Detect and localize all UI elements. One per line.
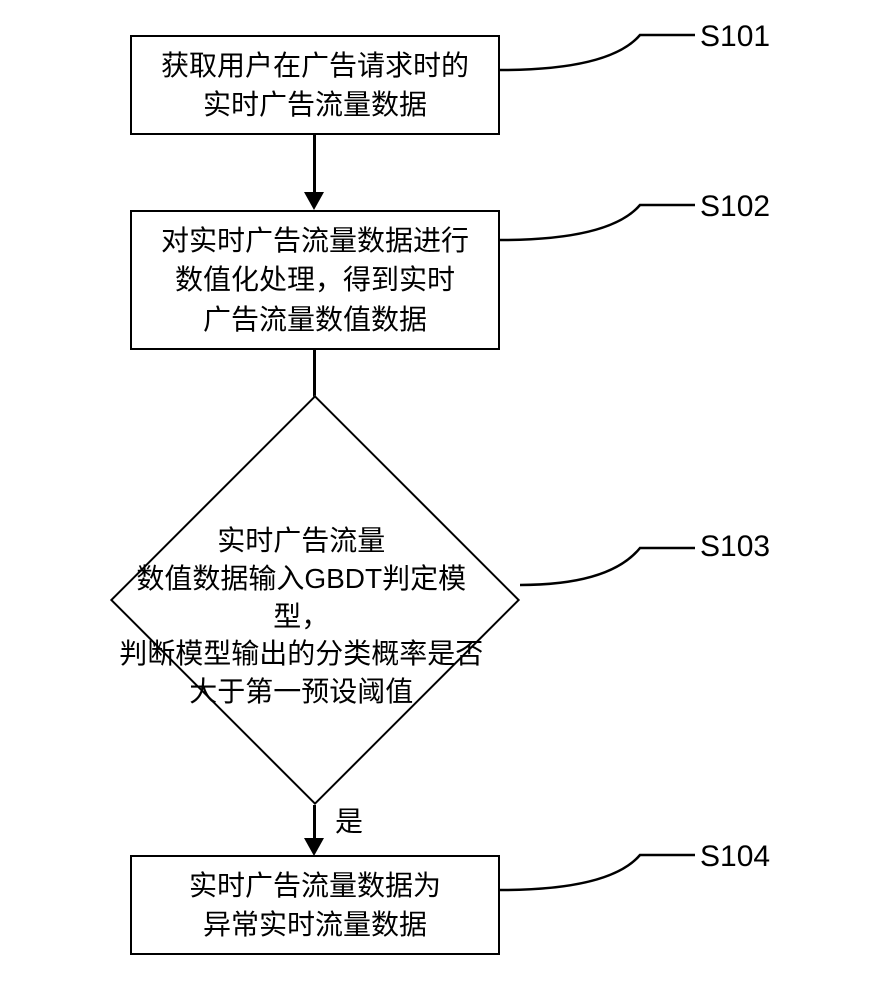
step-label-s101: S101 [700, 20, 770, 54]
text-line: 异常实时流量数据 [203, 909, 427, 940]
text-line: 数值化处理，得到实时 [175, 264, 455, 295]
flowchart-node-s101: 获取用户在广告请求时的 实时广告流量数据 [130, 35, 500, 135]
connector-curve-s103 [520, 540, 700, 600]
edge-label-yes: 是 [335, 800, 363, 840]
flowchart-node-s104: 实时广告流量数据为 异常实时流量数据 [130, 855, 500, 955]
text-line: 对实时广告流量数据进行 [161, 225, 469, 256]
arrow-line [313, 805, 316, 840]
text-line: 获取用户在广告请求时的 [161, 50, 469, 81]
text-line: 判断模型输出的分类概率是否 [119, 639, 483, 670]
flowchart-node-s103: 实时广告流量 数值数据输入GBDT判定模型， 判断模型输出的分类概率是否 大于第… [110, 395, 520, 805]
flowchart-container: 获取用户在广告请求时的 实时广告流量数据 S101 对实时广告流量数据进行 数值… [0, 0, 874, 1000]
connector-curve-s102 [500, 200, 700, 250]
text-line: 数值数据输入GBDT判定模型， [136, 563, 466, 632]
text-line: 广告流量数值数据 [203, 304, 427, 335]
node-text: 实时广告流量 数值数据输入GBDT判定模型， 判断模型输出的分类概率是否 大于第… [111, 522, 491, 711]
step-label-s104: S104 [700, 840, 770, 874]
node-text: 获取用户在广告请求时的 实时广告流量数据 [161, 46, 469, 124]
arrow-head-icon [304, 838, 324, 856]
flowchart-node-s102: 对实时广告流量数据进行 数值化处理，得到实时 广告流量数值数据 [130, 210, 500, 350]
text-line: 实时广告流量 [217, 525, 385, 556]
arrow-line [313, 135, 316, 193]
arrow-head-icon [304, 192, 324, 210]
text-line: 实时广告流量数据 [203, 89, 427, 120]
connector-curve-s104 [500, 850, 700, 900]
step-label-s102: S102 [700, 190, 770, 224]
node-text: 实时广告流量数据为 异常实时流量数据 [189, 866, 441, 944]
step-label-s103: S103 [700, 530, 770, 564]
text-line: 实时广告流量数据为 [189, 870, 441, 901]
connector-curve-s101 [500, 30, 700, 80]
text-line: 大于第一预设阈值 [189, 676, 413, 707]
node-text: 对实时广告流量数据进行 数值化处理，得到实时 广告流量数值数据 [161, 221, 469, 339]
